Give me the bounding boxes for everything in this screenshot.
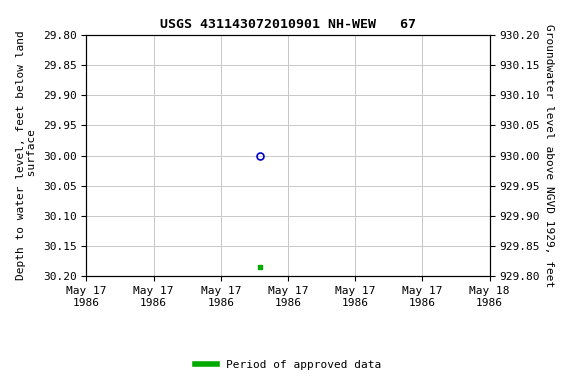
Y-axis label: Groundwater level above NGVD 1929, feet: Groundwater level above NGVD 1929, feet — [544, 24, 554, 287]
Title: USGS 431143072010901 NH-WEW   67: USGS 431143072010901 NH-WEW 67 — [160, 18, 416, 31]
Y-axis label: Depth to water level, feet below land
 surface: Depth to water level, feet below land su… — [16, 31, 37, 280]
Legend: Period of approved data: Period of approved data — [191, 356, 385, 375]
